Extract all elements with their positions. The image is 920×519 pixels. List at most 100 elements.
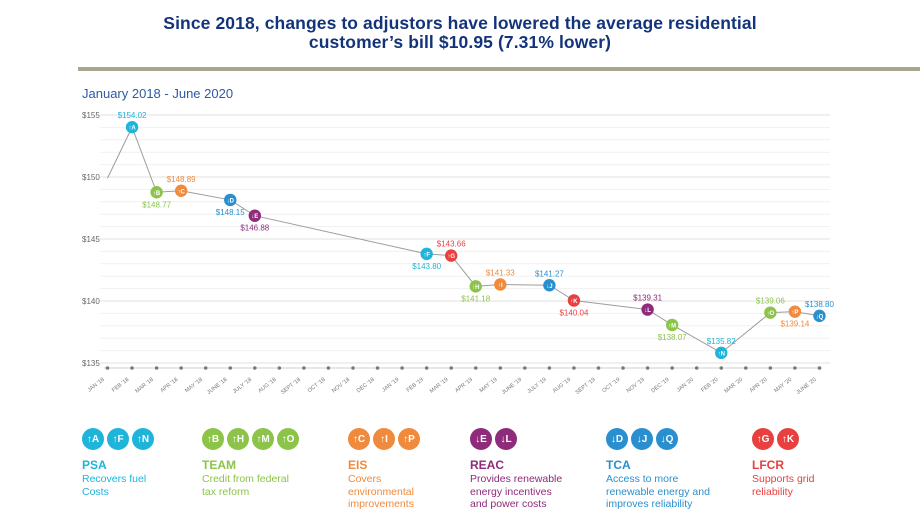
x-tick [744, 366, 748, 370]
x-tick-label: JAN '20 [676, 377, 695, 394]
x-tick [154, 366, 159, 370]
data-label: $140.04 [559, 309, 588, 318]
data-point-e: ↓E $146.88 [240, 209, 270, 233]
data-label: $154.02 [118, 111, 147, 120]
title-line-2: customer’s bill $10.95 (7.31% lower) [308, 32, 612, 52]
data-label: $141.27 [535, 269, 564, 278]
data-label: $148.77 [142, 200, 171, 209]
x-tick-label: OCT '18 [307, 377, 327, 394]
x-tick-label: MAR '18 [134, 377, 154, 395]
x-tick-label: JUNE '19 [501, 377, 523, 396]
arrow-up-icon: ↑K [777, 428, 799, 450]
data-label: $138.80 [805, 300, 834, 309]
data-point-j: ↓J $141.27 [535, 269, 564, 292]
x-tick [302, 366, 306, 370]
y-tick-label: $150 [82, 173, 100, 182]
legend-description: Credit from federal tax reform [202, 473, 299, 498]
data-point-d: ↓D $148.15 [216, 193, 245, 217]
x-tick-label: FEB '18 [111, 377, 130, 394]
data-point-letter: ↑A [128, 126, 136, 132]
data-label: $139.31 [633, 294, 662, 303]
data-point-letter: ↓E [251, 214, 258, 220]
legend-description-line: renewable energy and [606, 485, 710, 498]
x-tick [694, 366, 699, 370]
legend-description: Recovers fuel Costs [82, 473, 154, 498]
x-tick [375, 366, 380, 370]
legend-group-psa: ↑A ↑F ↑N PSA Recovers fuel Costs [82, 428, 154, 498]
x-tick-label: MAY '18 [184, 377, 204, 394]
x-tick-label: SEPT '19 [575, 377, 597, 396]
legend-description-line: tax reform [202, 485, 250, 498]
data-point-g: ↑G $143.66 [437, 240, 466, 262]
legend-description-line: Credit from federal [202, 473, 289, 485]
x-tick-label: MAR '20 [724, 377, 744, 395]
data-point-h: ↑H $141.18 [461, 280, 491, 303]
data-point-marker [224, 193, 237, 207]
data-point-c: ↑C $148.89 [167, 175, 196, 197]
x-tick-label: FEB '19 [406, 377, 425, 394]
x-tick [277, 366, 282, 370]
legend-name: TEAM [202, 458, 236, 472]
data-label: $141.33 [486, 269, 515, 278]
legend-name: REAC [470, 458, 505, 472]
legend-group-team: ↑B ↑H ↑M ↑O TEAM Credit from federal tax refor… [202, 428, 299, 498]
arrow-up-icon: ↑I [373, 428, 395, 450]
page-title: Since 2018, changes to adjustors have lo… [0, 14, 920, 52]
arrow-up-icon: ↑A [82, 428, 104, 450]
x-tick [596, 366, 601, 370]
x-tick-label: JAN '18 [87, 377, 106, 394]
data-point-letter: ↑G [447, 254, 455, 260]
x-tick [130, 366, 134, 370]
x-tick-label: MAR '19 [429, 377, 449, 395]
data-point-letter: ↓J [546, 284, 552, 290]
x-tick-label: JUNE '20 [796, 377, 818, 396]
data-point-marker [469, 280, 482, 293]
legend-icons: ↑A ↑F ↑N [82, 428, 154, 450]
chart-date-range: January 2018 - June 2020 [82, 86, 234, 101]
legend-description-line: Costs [82, 485, 109, 498]
arrow-up-icon: ↑F [107, 428, 129, 450]
arrow-down-icon: ↓E [470, 428, 492, 450]
arrow-down-icon: ↓J [631, 428, 653, 450]
y-tick-label: $140 [82, 297, 100, 306]
x-tick [424, 366, 429, 370]
data-point-a: ↑A $154.02 [118, 111, 147, 134]
data-label: $138.07 [658, 333, 687, 342]
x-tick [253, 366, 257, 370]
data-point-letter: ↑M [668, 323, 676, 329]
data-point-letter: ↓D [227, 198, 235, 204]
data-label: $141.18 [461, 294, 490, 303]
data-point-l: ↓L $139.31 [633, 294, 663, 316]
data-point-f: ↑F $143.80 [412, 247, 442, 271]
arrow-down-icon: ↓L [495, 428, 517, 450]
legend-icons: ↑C ↑I ↑P [348, 428, 420, 450]
legend-description-line: environmental [348, 485, 414, 498]
arrow-down-icon: ↓Q [656, 428, 678, 450]
legend-group-lfcr: ↑G ↑K LFCR Supports grid reliability [752, 428, 814, 498]
x-tick [179, 366, 183, 370]
x-tick-label: OCT '19 [601, 377, 621, 394]
data-point-marker [248, 209, 261, 222]
x-tick-label: FEB '20 [700, 377, 719, 394]
legend-description: Access to more renewable energy and improv… [606, 473, 710, 511]
data-point-marker [665, 318, 679, 332]
x-tick [793, 366, 797, 370]
data-point-marker [567, 294, 581, 307]
x-tick-label: JAN '19 [381, 377, 400, 394]
x-tick-label: NOV '19 [626, 377, 646, 395]
x-tick-label: JUNE '18 [206, 377, 228, 396]
x-tick [768, 366, 773, 370]
y-tick-label: $145 [82, 235, 100, 244]
x-tick-label: NOV '18 [331, 377, 351, 395]
x-tick-label: APR '19 [454, 377, 474, 394]
data-point-marker [494, 278, 507, 291]
arrow-up-icon: ↑N [132, 428, 154, 450]
data-label: $148.15 [216, 208, 245, 217]
data-point-marker [788, 305, 802, 318]
legend-description: Provides renewable energy incentives and p… [470, 473, 562, 511]
data-label: $148.89 [167, 175, 196, 184]
data-point-letter: ↑H [472, 285, 479, 291]
data-point-marker [641, 303, 654, 316]
data-point-letter: ↓Q [816, 314, 824, 320]
